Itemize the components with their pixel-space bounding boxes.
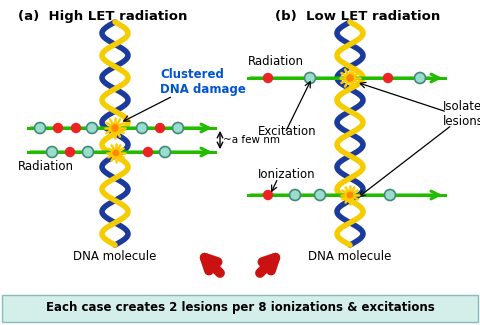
Text: Isolated
lesions: Isolated lesions xyxy=(443,100,480,128)
Circle shape xyxy=(159,147,170,158)
Text: Radiation: Radiation xyxy=(18,160,74,173)
Circle shape xyxy=(136,123,147,134)
Text: DNA molecule: DNA molecule xyxy=(308,250,392,263)
Circle shape xyxy=(35,123,46,134)
Circle shape xyxy=(53,124,62,133)
Text: Ionization: Ionization xyxy=(258,168,316,181)
Circle shape xyxy=(83,147,94,158)
Circle shape xyxy=(289,189,300,201)
Text: (b)  Low LET radiation: (b) Low LET radiation xyxy=(276,10,441,23)
Circle shape xyxy=(264,190,273,200)
Circle shape xyxy=(384,189,396,201)
Circle shape xyxy=(144,148,153,157)
Circle shape xyxy=(72,124,81,133)
Circle shape xyxy=(86,123,97,134)
Text: Each case creates 2 lesions per 8 ionizations & excitations: Each case creates 2 lesions per 8 ioniza… xyxy=(46,302,434,315)
Circle shape xyxy=(345,73,355,83)
Text: Clustered
DNA damage: Clustered DNA damage xyxy=(160,68,246,96)
Circle shape xyxy=(384,73,393,83)
Text: Excitation: Excitation xyxy=(258,125,317,138)
Circle shape xyxy=(156,124,165,133)
Text: (a)  High LET radiation: (a) High LET radiation xyxy=(18,10,188,23)
Text: ~a few nm: ~a few nm xyxy=(223,135,280,145)
Circle shape xyxy=(346,190,354,200)
Circle shape xyxy=(314,189,325,201)
Text: Radiation: Radiation xyxy=(248,55,304,68)
Circle shape xyxy=(347,192,353,198)
Circle shape xyxy=(415,72,425,84)
Circle shape xyxy=(172,123,183,134)
Circle shape xyxy=(112,125,118,131)
Circle shape xyxy=(304,72,315,84)
Circle shape xyxy=(113,150,119,156)
Circle shape xyxy=(347,75,353,81)
FancyBboxPatch shape xyxy=(2,295,478,322)
Circle shape xyxy=(111,149,120,157)
Circle shape xyxy=(264,73,273,83)
Circle shape xyxy=(65,148,74,157)
Circle shape xyxy=(47,147,58,158)
Circle shape xyxy=(110,123,120,133)
Text: DNA molecule: DNA molecule xyxy=(73,250,156,263)
